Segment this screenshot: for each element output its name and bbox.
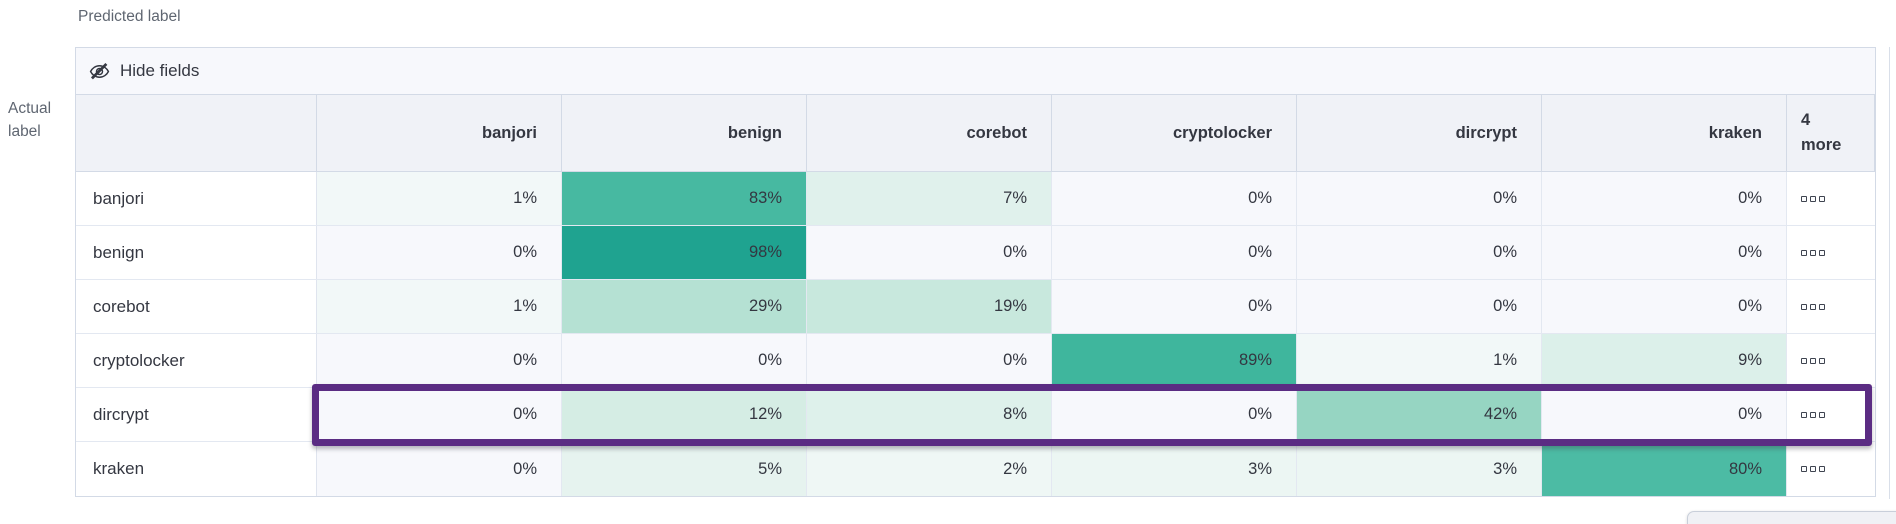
matrix-row: dircrypt 0% 12% 8% 0% 42% 0% [76, 384, 1875, 446]
matrix-cell[interactable]: 19% [807, 280, 1052, 333]
matrix-cell[interactable]: 1% [317, 280, 562, 333]
matrix-cell[interactable]: 0% [317, 442, 562, 496]
column-header-banjori[interactable]: banjori [317, 95, 562, 171]
row-more-cell[interactable] [1787, 334, 1875, 387]
matrix-cell[interactable]: 0% [1052, 388, 1297, 441]
row-label: dircrypt [76, 388, 317, 441]
more-columns-word: more [1801, 136, 1842, 154]
confusion-matrix-body: banjori 1% 83% 7% 0% 0% 0% benign 0% 98% 0% 0% 0%… [76, 172, 1875, 496]
hidden-columns-icon [1801, 411, 1825, 418]
column-header-kraken[interactable]: kraken [1542, 95, 1787, 171]
matrix-row: cryptolocker 0% 0% 0% 89% 1% 9% [76, 334, 1875, 388]
predicted-axis-label: Predicted label [78, 8, 181, 25]
row-label: corebot [76, 280, 317, 333]
matrix-cell[interactable]: 0% [1052, 172, 1297, 225]
matrix-cell[interactable]: 5% [562, 442, 807, 496]
hide-fields-label: Hide fields [120, 61, 200, 80]
row-more-cell[interactable] [1787, 280, 1875, 333]
horizontal-scrollbar[interactable] [1687, 511, 1896, 524]
matrix-cell[interactable]: 89% [1052, 334, 1297, 387]
matrix-cell[interactable]: 8% [807, 388, 1052, 441]
matrix-cell[interactable]: 80% [1542, 442, 1787, 496]
matrix-cell[interactable]: 0% [1542, 172, 1787, 225]
matrix-cell[interactable]: 1% [317, 172, 562, 225]
matrix-row: kraken 0% 5% 2% 3% 3% 80% [76, 442, 1875, 496]
matrix-row: benign 0% 98% 0% 0% 0% 0% [76, 226, 1875, 280]
column-header-benign[interactable]: benign [562, 95, 807, 171]
row-label: benign [76, 226, 317, 279]
matrix-cell[interactable]: 0% [1542, 226, 1787, 279]
matrix-cell[interactable]: 0% [317, 226, 562, 279]
row-label: cryptolocker [76, 334, 317, 387]
row-more-cell[interactable] [1787, 388, 1875, 441]
matrix-cell[interactable]: 0% [1297, 226, 1542, 279]
row-more-cell[interactable] [1787, 442, 1875, 496]
matrix-cell[interactable]: 2% [807, 442, 1052, 496]
matrix-cell[interactable]: 0% [1542, 280, 1787, 333]
row-more-cell[interactable] [1787, 172, 1875, 225]
matrix-cell[interactable]: 3% [1052, 442, 1297, 496]
matrix-cell[interactable]: 3% [1297, 442, 1542, 496]
matrix-row: corebot 1% 29% 19% 0% 0% 0% [76, 280, 1875, 334]
corner-cell [76, 95, 317, 171]
matrix-cell[interactable]: 0% [1052, 226, 1297, 279]
more-columns-header[interactable]: 4 more [1787, 95, 1875, 171]
eye-closed-icon [89, 61, 110, 82]
matrix-cell[interactable]: 83% [562, 172, 807, 225]
matrix-cell[interactable]: 0% [807, 334, 1052, 387]
matrix-cell[interactable]: 12% [562, 388, 807, 441]
matrix-cell[interactable]: 29% [562, 280, 807, 333]
matrix-header-row: banjori benign corebot cryptolocker dircrypt… [76, 95, 1875, 172]
actual-axis-label-line2: label [8, 123, 41, 140]
row-label: banjori [76, 172, 317, 225]
matrix-row: banjori 1% 83% 7% 0% 0% 0% [76, 172, 1875, 226]
matrix-cell[interactable]: 9% [1542, 334, 1787, 387]
hidden-columns-icon [1801, 466, 1825, 472]
hidden-columns-icon [1801, 357, 1825, 364]
column-header-dircrypt[interactable]: dircrypt [1297, 95, 1542, 171]
hidden-columns-icon [1801, 303, 1825, 310]
matrix-cell[interactable]: 42% [1297, 388, 1542, 441]
column-header-corebot[interactable]: corebot [807, 95, 1052, 171]
matrix-cell[interactable]: 0% [317, 334, 562, 387]
actual-axis-label: Actual label [8, 97, 51, 143]
matrix-cell[interactable]: 1% [1297, 334, 1542, 387]
confusion-matrix-grid: Hide fields banjori benign corebot cryptolo… [75, 47, 1876, 497]
matrix-cell[interactable]: 0% [807, 226, 1052, 279]
matrix-cell[interactable]: 0% [562, 334, 807, 387]
more-columns-count: 4 [1801, 111, 1811, 129]
panel-edge-divider [1889, 47, 1890, 499]
grid-toolbar: Hide fields [76, 48, 1875, 95]
hidden-columns-icon [1801, 195, 1825, 202]
matrix-cell[interactable]: 98% [562, 226, 807, 279]
hide-fields-button[interactable]: Hide fields [89, 61, 199, 82]
matrix-cell[interactable]: 0% [1297, 172, 1542, 225]
column-header-cryptolocker[interactable]: cryptolocker [1052, 95, 1297, 171]
matrix-cell[interactable]: 7% [807, 172, 1052, 225]
matrix-cell[interactable]: 0% [1297, 280, 1542, 333]
hidden-columns-icon [1801, 249, 1825, 256]
matrix-cell[interactable]: 0% [1542, 388, 1787, 441]
actual-axis-label-line1: Actual [8, 100, 52, 117]
matrix-cell[interactable]: 0% [317, 388, 562, 441]
row-label: kraken [76, 442, 317, 496]
row-more-cell[interactable] [1787, 226, 1875, 279]
matrix-cell[interactable]: 0% [1052, 280, 1297, 333]
